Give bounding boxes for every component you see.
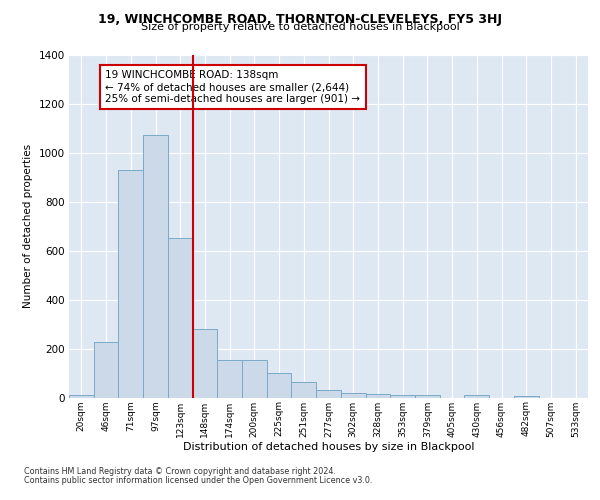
Bar (365, 394, 390, 398)
Bar (415, 395, 440, 398)
Bar (69, 395, 94, 398)
Bar (316, 390, 341, 398)
Text: Contains public sector information licensed under the Open Government Licence v3: Contains public sector information licen… (24, 476, 373, 485)
Bar (390, 395, 415, 398)
Text: Distribution of detached houses by size in Blackpool: Distribution of detached houses by size … (183, 442, 475, 452)
Bar (267, 373, 292, 398)
Bar (217, 360, 242, 398)
Bar (118, 170, 143, 398)
Bar (94, 342, 118, 398)
Bar (514, 396, 539, 398)
Bar (242, 360, 267, 398)
Text: Size of property relative to detached houses in Blackpool: Size of property relative to detached ho… (140, 22, 460, 32)
Bar (143, 134, 168, 398)
Text: 19 WINCHCOMBE ROAD: 138sqm
← 74% of detached houses are smaller (2,644)
25% of s: 19 WINCHCOMBE ROAD: 138sqm ← 74% of deta… (106, 70, 361, 104)
Bar (464, 395, 489, 398)
Bar (292, 382, 316, 398)
Bar (341, 392, 365, 398)
Bar (168, 238, 193, 398)
Y-axis label: Number of detached properties: Number of detached properties (23, 144, 33, 308)
Bar (193, 329, 217, 398)
Text: 19, WINCHCOMBE ROAD, THORNTON-CLEVELEYS, FY5 3HJ: 19, WINCHCOMBE ROAD, THORNTON-CLEVELEYS,… (98, 12, 502, 26)
Text: Contains HM Land Registry data © Crown copyright and database right 2024.: Contains HM Land Registry data © Crown c… (24, 468, 336, 476)
